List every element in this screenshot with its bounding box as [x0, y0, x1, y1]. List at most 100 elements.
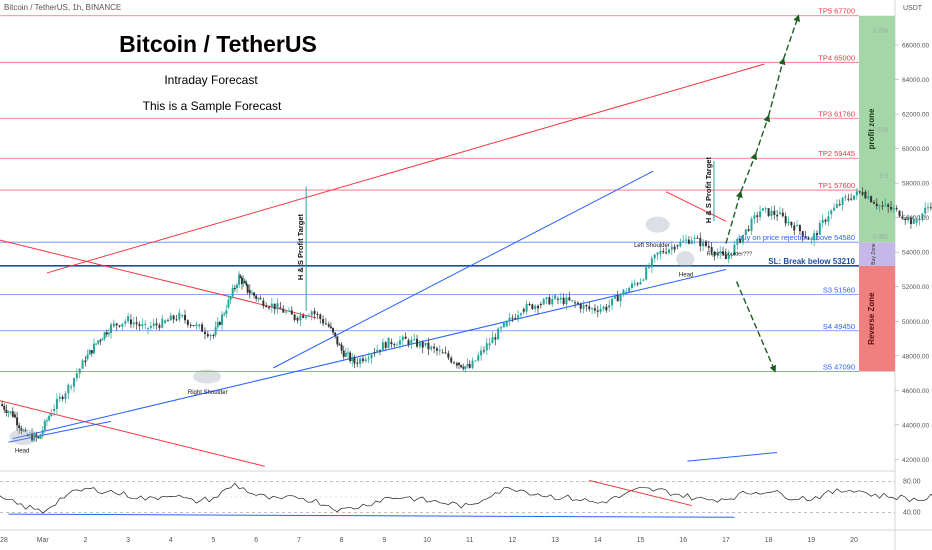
red-channel-top[interactable]	[46, 63, 765, 274]
candle-body	[340, 344, 343, 351]
candle-body	[753, 215, 756, 219]
hs-target-label-right: H & S Profit Target	[704, 157, 713, 224]
arrow-tp4	[767, 57, 786, 117]
candle-body	[33, 434, 36, 441]
candle-body	[239, 276, 242, 278]
trendlines[interactable]	[0, 63, 778, 467]
candle-body	[172, 315, 175, 320]
candle-body	[514, 318, 517, 320]
candle-body	[815, 233, 818, 235]
candle-body	[480, 350, 483, 356]
blue-lower-line[interactable]	[687, 451, 778, 462]
level-label-5: buy on price rejection above 54580	[738, 233, 855, 242]
candle-body	[622, 289, 625, 295]
candle-body	[279, 307, 282, 309]
y-tick-label-8: 50000.00	[902, 319, 929, 326]
candle-body	[892, 208, 895, 210]
candle-body	[181, 314, 184, 317]
candle-body	[287, 310, 290, 312]
candle-body	[716, 253, 719, 256]
candle-body	[810, 238, 813, 240]
candle-body	[418, 342, 421, 347]
candle-body	[39, 434, 42, 439]
candle-body	[455, 363, 458, 366]
fib-label-3: 0.382	[873, 234, 889, 240]
candle-body	[404, 336, 407, 339]
candle-body	[169, 315, 172, 321]
candle-body	[875, 203, 878, 207]
candle-body	[166, 320, 169, 322]
level-label-0: TP5 67700	[818, 7, 855, 16]
arrow-tp5	[782, 14, 800, 60]
candle-body	[192, 325, 195, 327]
candle-body	[864, 191, 867, 199]
level-label-3: TP2 59445	[818, 149, 855, 158]
candle-body	[485, 343, 488, 351]
level-label-6: SL: Break below 53210	[768, 257, 855, 266]
y-tick-label-9: 48000.00	[902, 353, 929, 360]
candle-body	[818, 223, 821, 235]
candle-body	[88, 350, 91, 355]
candle-body	[750, 218, 753, 231]
y-tick-label-3: 60000.00	[902, 146, 929, 153]
right-shoulder-label-right: Right Shoulder???	[707, 252, 753, 258]
candle-body	[73, 378, 76, 387]
left-shoulder-label-right: Left Shoulder	[634, 243, 670, 249]
candle-body	[115, 323, 118, 326]
candle-body	[744, 229, 747, 235]
red-right-wedge[interactable]	[665, 191, 727, 222]
candle-body	[636, 283, 639, 285]
candle-body	[474, 360, 477, 362]
candle-body	[201, 324, 204, 332]
candle-body	[878, 205, 881, 207]
candle-body	[613, 295, 616, 299]
blue-main-trend[interactable]	[12, 268, 727, 440]
candle-body	[99, 340, 102, 342]
candle-body	[223, 313, 226, 315]
candle-body	[596, 310, 599, 312]
candle-body	[396, 344, 399, 346]
candle-body	[218, 322, 221, 325]
candle-body	[796, 225, 799, 227]
candle-body	[784, 216, 787, 224]
candle-body	[656, 252, 659, 255]
candle-body	[511, 317, 514, 319]
candle-body	[491, 337, 494, 344]
candle-body	[776, 214, 779, 217]
candle-body	[384, 342, 387, 348]
candle-body	[855, 191, 858, 196]
blue-steep-trend[interactable]	[273, 170, 654, 369]
overlay-title: Bitcoin / TetherUS	[119, 31, 317, 57]
candle-body	[585, 305, 588, 307]
candle-body	[494, 337, 497, 340]
buy-zone-label: Buy Zone	[871, 243, 877, 265]
candle-body	[591, 308, 594, 310]
candle-body	[410, 339, 413, 345]
candle-body	[70, 386, 73, 388]
blue-short-line[interactable]	[8, 420, 112, 443]
candle-body	[18, 425, 21, 429]
candle-body	[477, 355, 480, 361]
candle-body	[242, 281, 245, 285]
candle-body	[696, 237, 699, 239]
candle-body	[741, 234, 744, 243]
rsi-divergence-line[interactable]	[589, 479, 692, 507]
candle-body	[276, 303, 279, 310]
red-lower-line[interactable]	[0, 400, 265, 467]
candle-body	[246, 284, 249, 293]
candle-body	[556, 298, 559, 300]
candle-body	[9, 411, 12, 413]
candle-body	[67, 384, 70, 394]
head-label-left: Head	[15, 448, 29, 454]
rsi-tick-1: 40.00	[903, 510, 921, 517]
candle-body	[508, 317, 511, 321]
candle-body	[682, 240, 685, 242]
rsi-support-line[interactable]	[8, 513, 735, 518]
candle-body	[554, 295, 557, 300]
candle-body	[359, 358, 362, 364]
arrow-tp3	[755, 114, 771, 155]
candle-body	[667, 249, 670, 254]
candle-body	[929, 207, 932, 209]
candle-body	[884, 204, 887, 206]
